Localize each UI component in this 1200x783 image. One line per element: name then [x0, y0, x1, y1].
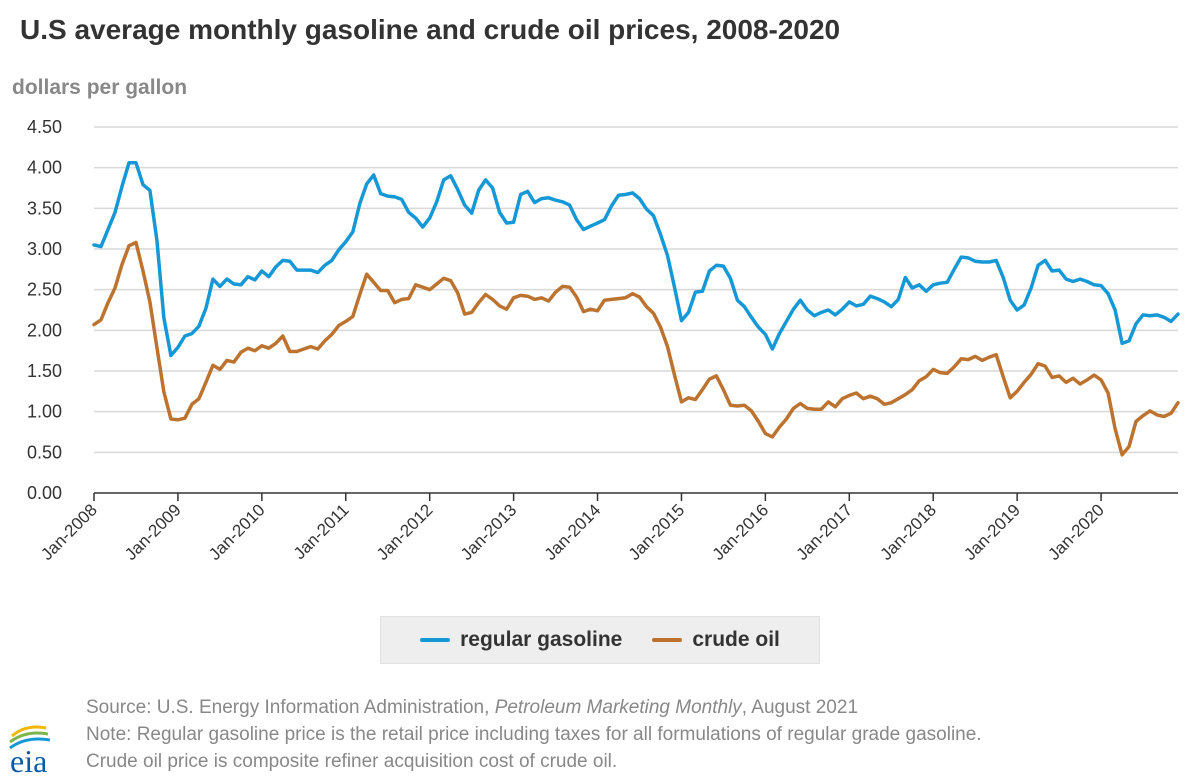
x-tick-label: Jan-2016	[709, 500, 773, 564]
x-tick-label: Jan-2019	[960, 500, 1024, 564]
x-tick-label: Jan-2020	[1044, 500, 1108, 564]
y-tick-label: 0.50	[27, 442, 62, 462]
x-tick-label: Jan-2011	[290, 500, 353, 563]
gridlines	[94, 126, 1178, 454]
x-axis: Jan-2008 Jan-2009 Jan-2010 Jan-2011 Jan-2012…	[37, 492, 1178, 564]
x-tick-label: Jan-2018	[876, 500, 940, 564]
x-tick-label: Jan-2009	[121, 500, 185, 564]
y-tick-label: 3.50	[27, 198, 62, 218]
y-axis-ticks: 0.00 0.50 1.00 1.50 2.00 2.50 3.00 3.50 4.00 4.50	[27, 117, 62, 503]
y-tick-label: 1.00	[27, 402, 62, 422]
legend-item-gasoline[interactable]: regular gasoline	[420, 628, 622, 652]
legend-swatch-gasoline	[420, 638, 451, 642]
legend-label-gasoline: regular gasoline	[460, 628, 623, 651]
source-line: Source: U.S. Energy Information Administ…	[86, 694, 982, 721]
chart-title: U.S average monthly gasoline and crude o…	[20, 14, 841, 45]
y-tick-label: 4.00	[27, 158, 62, 178]
legend-item-crude[interactable]: crude oil	[652, 628, 780, 652]
eia-logo-mark: eia	[9, 725, 51, 779]
legend: regular gasoline crude oil	[380, 616, 820, 664]
series-lines	[92, 161, 1180, 457]
x-tick-label: Jan-2012	[373, 500, 437, 564]
series-line-crude	[92, 240, 1180, 457]
source-suffix: , August 2021	[741, 697, 859, 718]
y-tick-label: 1.50	[27, 361, 62, 381]
x-tick-label: Jan-2015	[625, 500, 689, 564]
note-line-2: Crude oil price is composite refiner acq…	[86, 751, 618, 772]
x-tick-label: Jan-2010	[205, 500, 269, 564]
y-tick-label: 3.00	[27, 239, 62, 259]
line-chart: 0.00 0.50 1.00 1.50 2.00 2.50 3.00 3.50 4.00 4.50…	[27, 117, 1180, 564]
source-publication: Petroleum Marketing Monthly	[494, 697, 742, 718]
legend-label-crude: crude oil	[692, 628, 780, 651]
eia-logo: eia	[6, 722, 76, 779]
source-prefix: Source: U.S. Energy Information Administ…	[86, 697, 495, 718]
x-tick-label: Jan-2017	[793, 500, 857, 564]
y-tick-label: 4.50	[27, 117, 62, 137]
x-tick-label: Jan-2008	[37, 500, 101, 564]
legend-swatch-crude	[652, 638, 683, 642]
y-axis-label: dollars per gallon	[12, 76, 188, 99]
note-line-1: Note: Regular gasoline price is the reta…	[86, 724, 982, 745]
logo-text: eia	[10, 743, 47, 778]
y-tick-label: 0.00	[27, 483, 62, 503]
x-tick-label: Jan-2013	[457, 500, 521, 564]
y-tick-label: 2.00	[27, 320, 62, 340]
x-tick-label: Jan-2014	[541, 500, 605, 564]
source-notes: Source: U.S. Energy Information Administ…	[86, 694, 982, 775]
series-line-gasoline	[92, 161, 1180, 358]
y-tick-label: 2.50	[27, 280, 62, 300]
